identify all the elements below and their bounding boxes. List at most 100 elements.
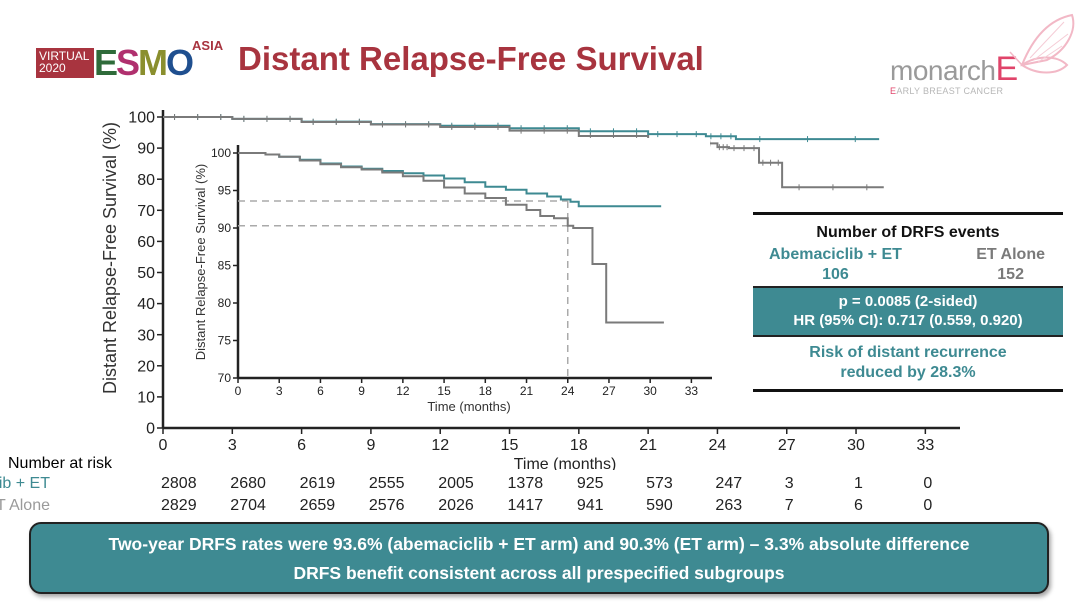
banner-line-2: DRFS benefit consistent across all presp… [293, 563, 785, 583]
y-tick-label: 60 [137, 234, 155, 251]
esmo-letter-e: E [94, 42, 118, 83]
y-tick-label: 90 [218, 221, 232, 235]
x-tick-label: 15 [501, 437, 519, 454]
y-tick-label: 20 [137, 358, 155, 375]
x-tick-label: 9 [366, 437, 375, 454]
top-rule [753, 212, 1063, 215]
y-tick-label: 0 [146, 421, 155, 438]
risk-count: 0 [923, 475, 933, 492]
virtual-label: VIRTUAL [39, 49, 90, 63]
x-tick-label: 3 [228, 437, 237, 454]
risk-table-title: Number at risk [8, 455, 113, 472]
risk-count: 2619 [299, 475, 336, 492]
x-tick-label: 33 [685, 384, 699, 398]
x-tick-label: 24 [709, 437, 727, 454]
x-tick-label: 15 [437, 384, 451, 398]
y-tick-label: 85 [218, 259, 232, 273]
risk-count: 2704 [230, 497, 266, 514]
y-tick-label: 70 [137, 203, 155, 220]
esmo-letter-o: O [166, 42, 194, 83]
x-tick-label: 0 [235, 384, 242, 398]
x-tick-label: 27 [778, 437, 796, 454]
risk-row-label: Abemaciclib + ET [0, 475, 50, 492]
drfs-km-chart: 0 3 6 9 12 15 18 21 24 27 30 3301020304050607080901… [100, 110, 960, 470]
risk-count: 1417 [507, 497, 544, 514]
y-tick-label: 95 [218, 184, 232, 198]
x-tick-label: 0 [159, 437, 168, 454]
esmo-letter-m: M [138, 42, 168, 83]
p-value: p = 0.0085 (2-sided) [838, 293, 978, 310]
inset-x-axis-label: Time (months) [427, 399, 510, 414]
arm-abemaciclib: Abemaciclib + ET 106 [769, 246, 902, 284]
risk-count: 247 [715, 475, 743, 492]
drfs-events-heading: Number of DRFS events [816, 224, 1000, 241]
x-tick-label: 6 [317, 384, 324, 398]
summary-banner: Two-year DRFS rates were 93.6% (abemacic… [29, 522, 1049, 594]
inset-km-plot: 0 3 6 9 12 15 18 21 24 27 30 33 70 75 80 85 90 95 100 [180, 138, 712, 420]
esmo-letter-s: S [116, 42, 140, 83]
y-tick-label: 10 [137, 390, 155, 407]
esmo-asia-logo: VIRTUAL 2020 E S M O ASIA [36, 38, 223, 83]
y-tick-label: 75 [218, 334, 232, 348]
y-tick-label: 50 [137, 265, 155, 282]
y-tick-label: 40 [137, 296, 155, 313]
x-tick-label: 9 [358, 384, 365, 398]
year-label: 2020 [39, 61, 66, 75]
risk-reduction: Risk of distant recurrence reduced by 28… [809, 344, 1007, 381]
statistics-panel: p = 0.0085 (2-sided) HR (95% CI): 0.717 … [753, 286, 1063, 337]
arm-event-count: 152 [997, 266, 1024, 283]
risk-count: 2576 [368, 497, 405, 514]
risk-count: 2005 [438, 475, 474, 492]
y-tick-label: 100 [128, 110, 155, 127]
virtual-2020-badge: VIRTUAL 2020 [36, 48, 94, 78]
risk-count: 925 [576, 475, 604, 492]
y-tick-label: 80 [137, 172, 155, 189]
asia-superscript: ASIA [192, 38, 224, 53]
main-km-plot: 0 3 6 9 12 15 18 21 24 27 30 3301020304050607080901… [128, 110, 960, 454]
y-tick-label: 90 [137, 141, 155, 158]
arm-label: Abemaciclib + ET [769, 246, 902, 263]
hazard-ratio: HR (95% CI): 0.717 (0.559, 0.920) [793, 312, 1023, 329]
arm-label: ET Alone [976, 246, 1045, 263]
risk-count: 6 [854, 497, 863, 514]
brand-subtitle: EARLY BREAST CANCER [890, 86, 1004, 96]
y-tick-label: 100 [211, 146, 231, 160]
risk-count: 2026 [438, 497, 474, 514]
x-tick-label: 27 [602, 384, 616, 398]
risk-count: 941 [576, 497, 604, 514]
risk-count: 2680 [230, 475, 266, 492]
risk-count: 2808 [161, 475, 197, 492]
risk-count: 2829 [161, 497, 197, 514]
risk-count: 573 [646, 475, 673, 492]
risk-count: 2659 [299, 497, 336, 514]
inset-y-axis-label: Distant Relapse-Free Survival (%) [193, 164, 208, 361]
x-tick-label: 18 [570, 437, 588, 454]
x-tick-label: 12 [431, 437, 449, 454]
risk-count: 1 [854, 475, 863, 492]
x-tick-label: 12 [396, 384, 410, 398]
risk-count: 7 [784, 497, 794, 514]
risk-count: 590 [646, 497, 673, 514]
risk-row-label: ET Alone [0, 497, 50, 514]
series-line-et-alone [238, 152, 664, 324]
risk-count: 0 [923, 497, 933, 514]
x-tick-label: 30 [847, 437, 865, 454]
brand-name: monarch [890, 55, 996, 86]
y-tick-label: 80 [218, 296, 232, 310]
banner-line-1: Two-year DRFS rates were 93.6% (abemacic… [108, 534, 970, 554]
x-tick-label: 6 [297, 437, 306, 454]
brand-accent: E [995, 50, 1019, 88]
y-tick-label: 70 [218, 371, 232, 385]
x-tick-label: 24 [561, 384, 575, 398]
main-x-axis-label: Time (months) [514, 456, 617, 470]
butterfly-icon [1009, 13, 1075, 74]
drfs-events-box: Number of DRFS events Abemaciclib + ET 1… [753, 212, 1063, 392]
risk-count: 2555 [368, 475, 405, 492]
monarche-logo: monarchE EARLY BREAST CANCER [890, 13, 1075, 96]
bottom-rule [753, 389, 1063, 392]
risk-count: 3 [784, 475, 794, 492]
y-tick-label: 30 [137, 327, 155, 344]
x-tick-label: 21 [520, 384, 534, 398]
slide-title: Distant Relapse-Free Survival [238, 40, 704, 77]
x-tick-label: 30 [643, 384, 657, 398]
